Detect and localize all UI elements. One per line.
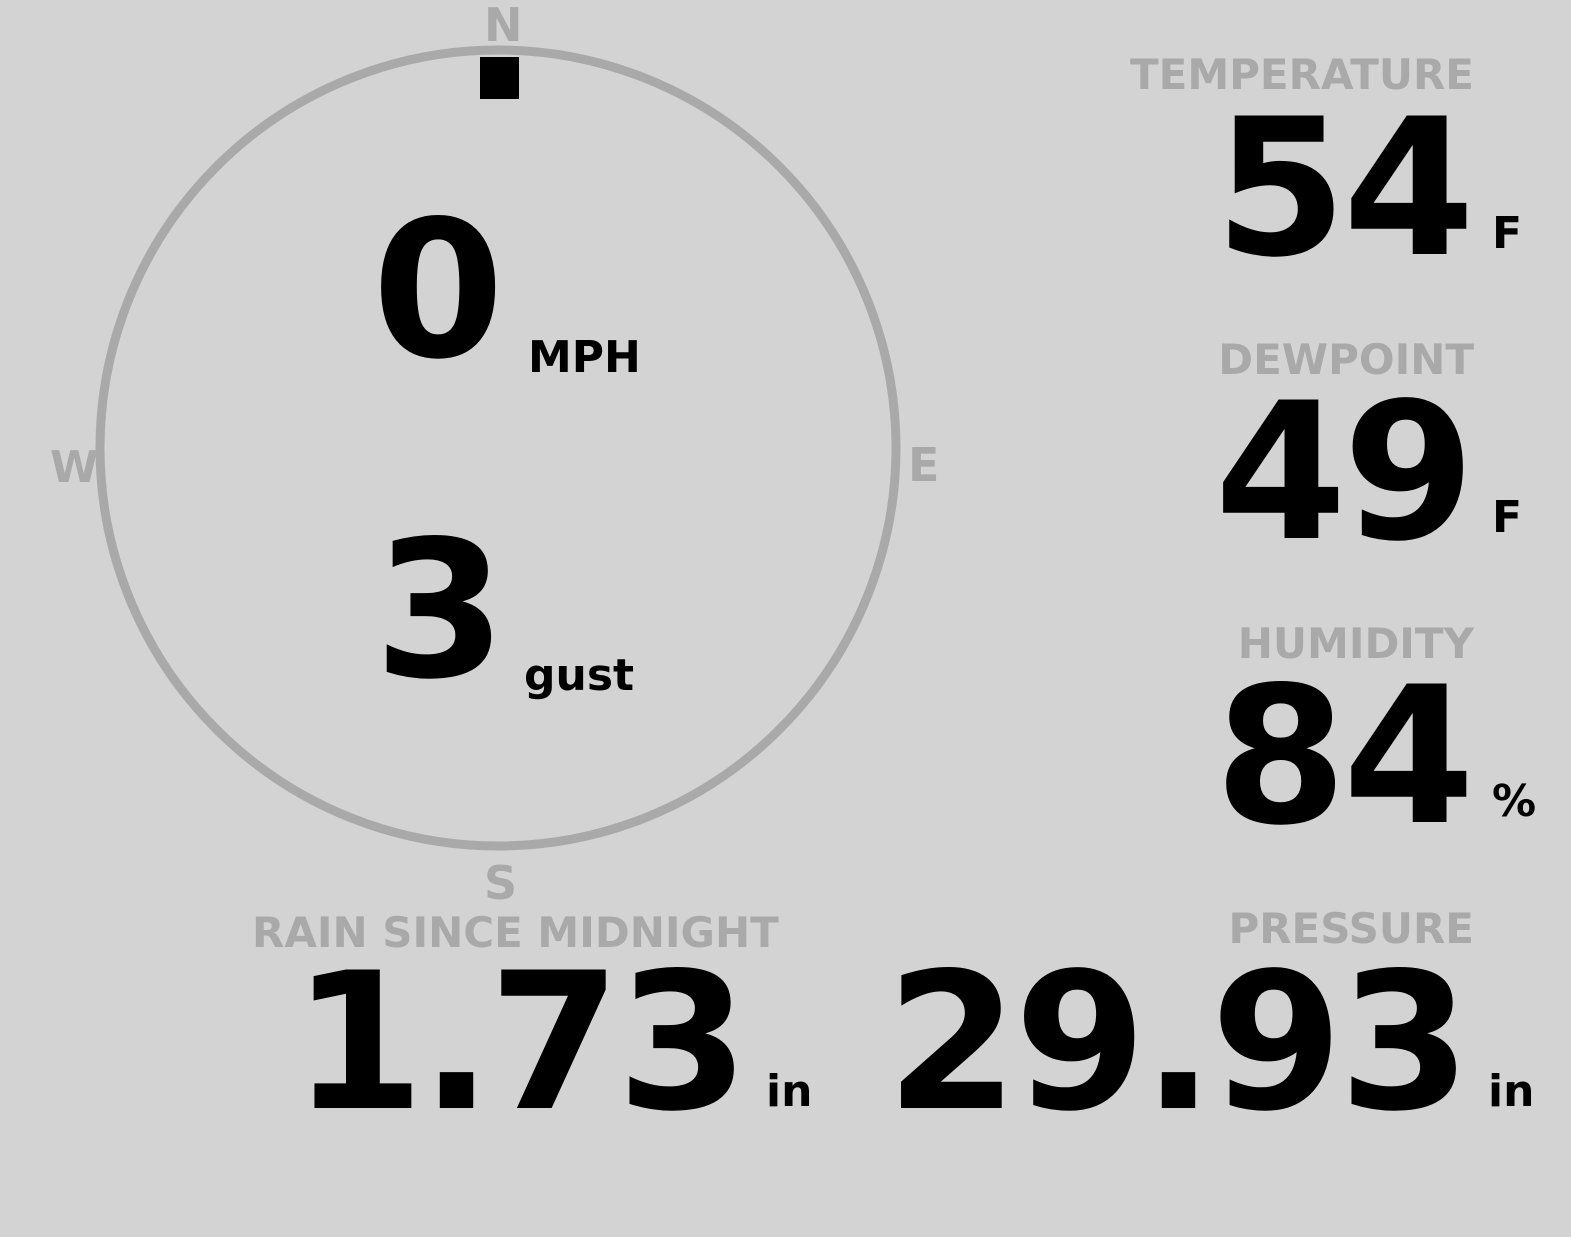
compass-east-label: E (908, 438, 940, 492)
pressure-unit: in (1488, 1066, 1535, 1117)
temperature-unit: F (1492, 208, 1523, 259)
compass-south-label: S (484, 856, 518, 910)
rain-unit: in (766, 1066, 813, 1117)
humidity-value: 84 (1214, 646, 1475, 867)
gust-value: 3 (374, 500, 506, 721)
compass-ring (95, 45, 901, 851)
humidity-label: HUMIDITY (1237, 619, 1474, 668)
rain-value: 1.73 (292, 932, 749, 1153)
humidity-unit: % (1492, 776, 1537, 827)
dewpoint-label: DEWPOINT (1218, 335, 1474, 384)
temperature-label: TEMPERATURE (1130, 50, 1474, 99)
wind-speed-unit: MPH (528, 332, 641, 383)
wind-compass (95, 45, 901, 851)
compass-north-label: N (484, 0, 523, 52)
dewpoint-value: 49 (1214, 362, 1475, 583)
gust-unit: gust (524, 650, 635, 701)
wind-speed-value: 0 (372, 180, 504, 401)
compass-west-label: W (50, 442, 99, 493)
pressure-label: PRESSURE (1228, 904, 1474, 953)
wind-direction-marker (480, 57, 519, 99)
temperature-value: 54 (1214, 78, 1475, 299)
dewpoint-unit: F (1492, 492, 1523, 543)
rain-label: RAIN SINCE MIDNIGHT (252, 908, 779, 957)
pressure-value: 29.93 (886, 932, 1471, 1153)
